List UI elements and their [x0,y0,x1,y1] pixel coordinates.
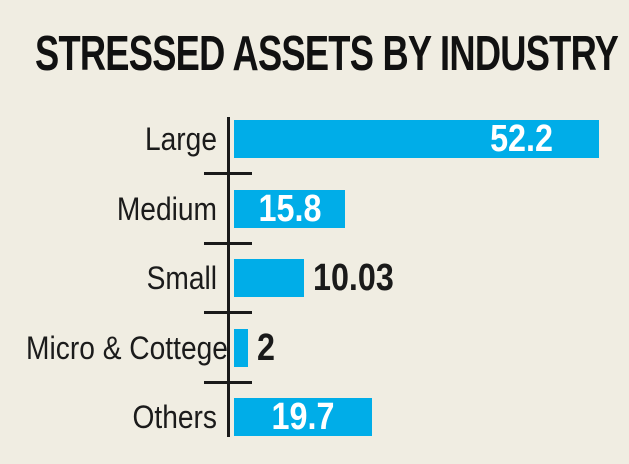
bar [234,120,599,158]
axis-tick [204,311,252,315]
category-label: Others [132,399,217,435]
value-label-text: 15.8 [258,187,321,230]
bar [234,189,345,228]
value-label: 52.2 [234,120,553,158]
value-label: 10.03 [313,259,408,297]
value-label: 19.7 [234,398,372,436]
category-label: Medium [116,190,217,227]
value-label-text: 19.7 [271,396,335,438]
value-label-text: 10.03 [313,257,394,299]
axis-tick [204,380,252,384]
bar [234,398,372,436]
axis-tick [204,241,252,245]
category-label: Small [146,260,217,296]
bar [234,259,304,297]
value-label: 2 [257,329,278,367]
value-label-text: 2 [257,326,275,369]
category-label: Large [144,121,217,157]
chart-title: STRESSED ASSETS BY INDUSTRY [35,27,619,81]
category-label: Micro & Cottege [26,329,228,366]
category-axis-line [227,117,230,437]
value-label-text: 52.2 [490,118,553,160]
bar [234,328,248,367]
value-label: 15.8 [234,190,345,228]
axis-tick [204,172,252,176]
